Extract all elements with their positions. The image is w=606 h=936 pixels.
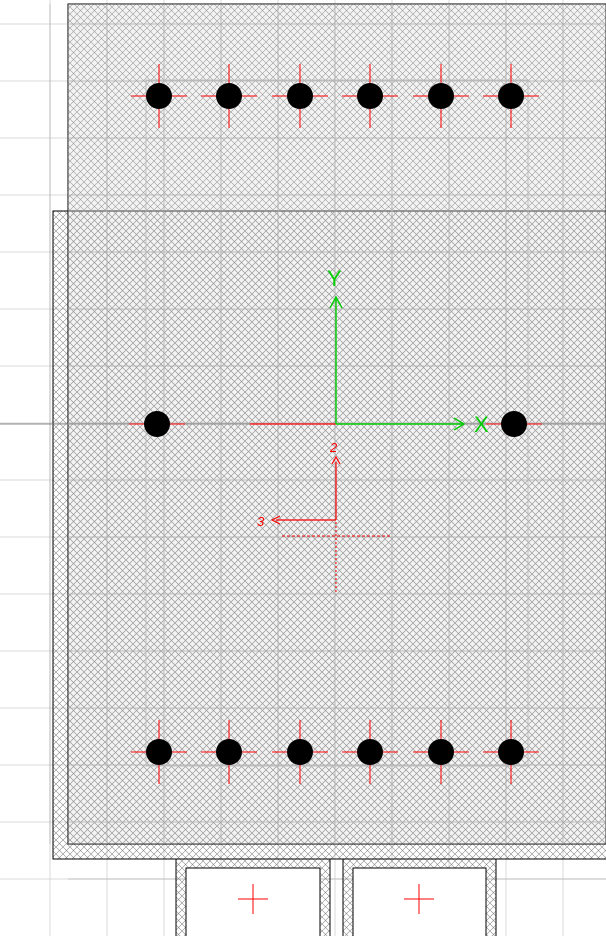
plus-crosshair-icon — [404, 884, 434, 914]
rebar-middle — [129, 411, 542, 437]
rebar-dot — [357, 739, 383, 765]
global-x-arrowhead — [453, 417, 466, 431]
rebar-bar[interactable] — [272, 64, 328, 128]
rebar-bar[interactable] — [486, 411, 542, 437]
rebar-top-row — [131, 64, 539, 128]
rebar-dot — [498, 83, 524, 109]
rebar-bar[interactable] — [201, 720, 257, 784]
rebar-dot — [146, 83, 172, 109]
rebar-dot — [216, 83, 242, 109]
rebar-dot — [287, 83, 313, 109]
rebar-bar[interactable] — [483, 64, 539, 128]
rebar-bar[interactable] — [201, 64, 257, 128]
section-grid-overlay — [49, 4, 606, 880]
rebar-dot — [498, 739, 524, 765]
local-axes: 2 3 — [250, 423, 392, 592]
rebar-dot — [146, 739, 172, 765]
local-axis-3-arrowhead — [270, 515, 281, 525]
rebar-bar[interactable] — [131, 720, 187, 784]
rebar-dot — [144, 411, 170, 437]
rebar-bar[interactable] — [129, 411, 185, 437]
global-x-label: X — [474, 412, 489, 437]
rebar-dot — [501, 411, 527, 437]
rebar-dot — [287, 739, 313, 765]
local-axis-3-label: 3 — [257, 514, 265, 529]
local-axis-2-label: 2 — [329, 440, 338, 455]
rebar-bar[interactable] — [342, 64, 398, 128]
rebar-bar[interactable] — [483, 720, 539, 784]
rebar-bar[interactable] — [342, 720, 398, 784]
global-y-arrowhead — [329, 295, 343, 309]
footing-right[interactable] — [342, 858, 497, 936]
rebar-dot — [357, 83, 383, 109]
rebar-dot — [428, 739, 454, 765]
global-y-label: Y — [327, 266, 342, 291]
rebar-bar[interactable] — [131, 64, 187, 128]
rebar-dot — [216, 739, 242, 765]
rebar-bar[interactable] — [413, 720, 469, 784]
footing-left[interactable] — [175, 858, 331, 936]
global-axes: X Y — [327, 266, 489, 437]
rebar-bar[interactable] — [413, 64, 469, 128]
rebar-dot — [428, 83, 454, 109]
rebar-bottom-row — [131, 720, 539, 784]
rebar-bar[interactable] — [272, 720, 328, 784]
local-axis-2-arrowhead — [331, 455, 341, 465]
plus-crosshair-icon — [238, 884, 268, 914]
